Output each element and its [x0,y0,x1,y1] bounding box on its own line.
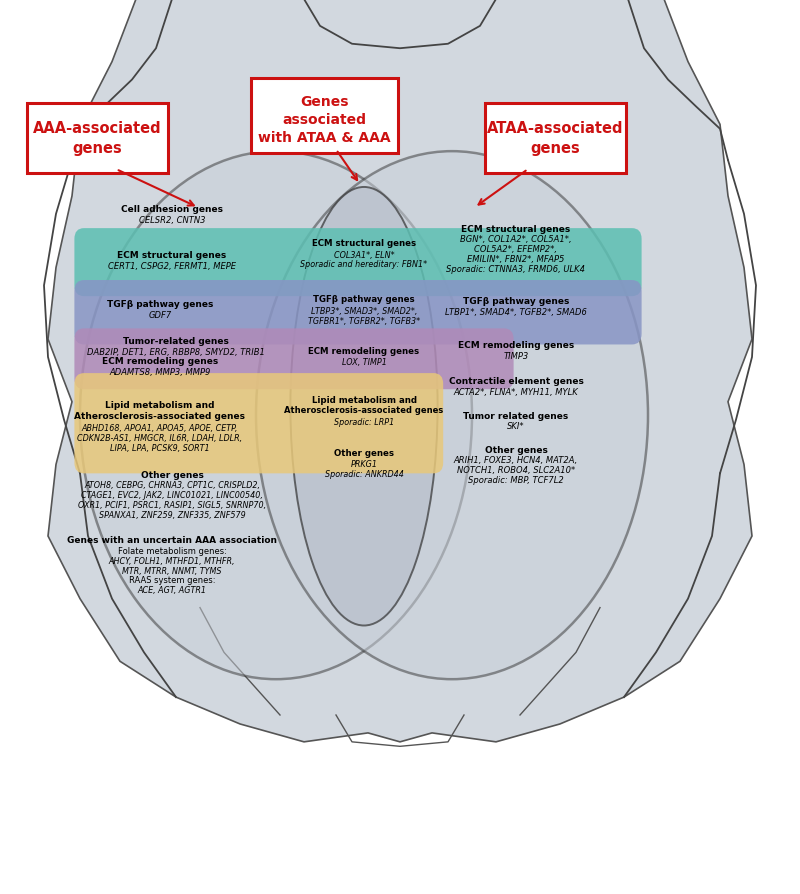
Text: TIMP3: TIMP3 [503,351,529,360]
Text: TGFBR1*, TGFBR2*, TGFB3*: TGFBR1*, TGFBR2*, TGFB3* [308,316,420,325]
Text: with ATAA & AAA: with ATAA & AAA [258,131,391,145]
Text: ECM remodeling genes: ECM remodeling genes [102,357,218,366]
Text: associated: associated [283,113,366,127]
Text: CERT1, CSPG2, FERMT1, MEPE: CERT1, CSPG2, FERMT1, MEPE [108,262,236,271]
Text: TGFβ pathway genes: TGFβ pathway genes [463,297,569,306]
Text: COL3A1*, ELN*: COL3A1*, ELN* [334,250,394,259]
FancyBboxPatch shape [74,229,642,297]
Text: TGFβ pathway genes: TGFβ pathway genes [107,299,213,308]
Text: ECM structural genes: ECM structural genes [312,239,416,248]
Text: ADAMTS8, MMP3, MMP9: ADAMTS8, MMP3, MMP9 [110,367,210,376]
Text: Genes with an uncertain AAA association: Genes with an uncertain AAA association [67,536,277,544]
Text: Atherosclerosis-associated genes: Atherosclerosis-associated genes [74,411,246,420]
Text: Sporadic and hereditary: FBN1*: Sporadic and hereditary: FBN1* [301,260,427,269]
Ellipse shape [290,188,438,626]
Text: Sporadic: ANKRD44: Sporadic: ANKRD44 [325,469,403,478]
Text: OXR1, PCIF1, PSRC1, RASIP1, SIGL5, SNRNP70,: OXR1, PCIF1, PSRC1, RASIP1, SIGL5, SNRNP… [78,501,266,510]
Ellipse shape [80,152,472,679]
Text: SKI*: SKI* [507,422,525,431]
FancyBboxPatch shape [251,79,398,154]
PathPatch shape [48,0,752,742]
Text: ABHD168, APOA1, APOA5, APOE, CETP,: ABHD168, APOA1, APOA5, APOE, CETP, [82,424,238,433]
Text: ACTA2*, FLNA*, MYH11, MYLK: ACTA2*, FLNA*, MYH11, MYLK [454,387,578,396]
Text: CDKN2B-AS1, HMGCR, IL6R, LDAH, LDLR,: CDKN2B-AS1, HMGCR, IL6R, LDAH, LDLR, [78,434,242,443]
Text: LOX, TIMP1: LOX, TIMP1 [342,358,386,367]
Text: ECM remodeling genes: ECM remodeling genes [309,347,419,356]
Text: EMILIN*, FBN2*, MFAP5: EMILIN*, FBN2*, MFAP5 [467,255,565,264]
Text: MTR, MTRR, NNMT, TYMS: MTR, MTRR, NNMT, TYMS [122,566,222,575]
Text: ECM structural genes: ECM structural genes [462,224,570,233]
FancyBboxPatch shape [27,104,168,173]
Text: AHCY, FOLH1, MTHFD1, MTHFR,: AHCY, FOLH1, MTHFD1, MTHFR, [109,556,235,565]
Text: NOTCH1, ROBO4, SLC2A10*: NOTCH1, ROBO4, SLC2A10* [457,466,575,475]
Ellipse shape [256,152,648,679]
Text: GDF7: GDF7 [148,310,172,319]
Text: ATOH8, CEBPG, CHRNA3, CPT1C, CRISPLD2,: ATOH8, CEBPG, CHRNA3, CPT1C, CRISPLD2, [84,481,260,490]
Text: RAAS system genes:: RAAS system genes: [129,576,215,585]
Text: Lipid metabolism and: Lipid metabolism and [106,401,214,409]
Text: LTBP3*, SMAD3*, SMAD2*,: LTBP3*, SMAD3*, SMAD2*, [311,307,417,316]
FancyBboxPatch shape [74,329,514,390]
Text: Sporadic: LRP1: Sporadic: LRP1 [334,417,394,426]
Text: BGN*, COL1A2*, COL5A1*,: BGN*, COL1A2*, COL5A1*, [460,235,572,244]
Text: TGFβ pathway genes: TGFβ pathway genes [313,295,415,304]
Text: Contractile element genes: Contractile element genes [449,376,583,385]
Text: PRKG1: PRKG1 [350,460,378,468]
FancyBboxPatch shape [74,281,642,345]
Text: Other genes: Other genes [141,470,203,479]
Text: genes: genes [73,141,122,156]
Text: Folate metabolism genes:: Folate metabolism genes: [118,546,226,555]
Text: Tumor related genes: Tumor related genes [463,411,569,420]
FancyBboxPatch shape [485,104,626,173]
Text: genes: genes [530,141,580,156]
Text: DAB2IP, DET1, ERG, RBBP8, SMYD2, TRIB1: DAB2IP, DET1, ERG, RBBP8, SMYD2, TRIB1 [87,348,265,357]
Text: LTBP1*, SMAD4*, TGFB2*, SMAD6: LTBP1*, SMAD4*, TGFB2*, SMAD6 [445,308,587,316]
Text: ACE, AGT, AGTR1: ACE, AGT, AGTR1 [138,586,206,595]
Text: Cell adhesion genes: Cell adhesion genes [121,205,223,214]
Text: CELSR2, CNTN3: CELSR2, CNTN3 [138,215,206,224]
Text: ECM remodeling genes: ECM remodeling genes [458,341,574,350]
Text: CTAGE1, EVC2, JAK2, LINC01021, LINC00540,: CTAGE1, EVC2, JAK2, LINC01021, LINC00540… [81,491,263,500]
FancyBboxPatch shape [74,374,443,474]
Text: Atherosclerosis-associated genes: Atherosclerosis-associated genes [284,406,444,415]
Text: AAA-associated: AAA-associated [34,122,162,136]
Text: ATAA-associated: ATAA-associated [487,122,623,136]
Text: Other genes: Other genes [485,445,547,454]
Text: COL5A2*, EFEMP2*,: COL5A2*, EFEMP2*, [474,245,558,254]
Text: SPANXA1, ZNF259, ZNF335, ZNF579: SPANXA1, ZNF259, ZNF335, ZNF579 [98,510,246,519]
Text: Other genes: Other genes [334,449,394,458]
Text: Genes: Genes [301,95,349,109]
Text: Sporadic: CTNNA3, FRMD6, ULK4: Sporadic: CTNNA3, FRMD6, ULK4 [446,265,586,274]
Text: ARIH1, FOXE3, HCN4, MAT2A,: ARIH1, FOXE3, HCN4, MAT2A, [454,456,578,465]
Text: Lipid metabolism and: Lipid metabolism and [311,395,417,404]
Text: LIPA, LPA, PCSK9, SORT1: LIPA, LPA, PCSK9, SORT1 [110,443,210,452]
Text: Tumor-related genes: Tumor-related genes [123,337,229,346]
Text: ECM structural genes: ECM structural genes [118,251,226,260]
Text: Sporadic: MBP, TCF7L2: Sporadic: MBP, TCF7L2 [468,476,564,485]
